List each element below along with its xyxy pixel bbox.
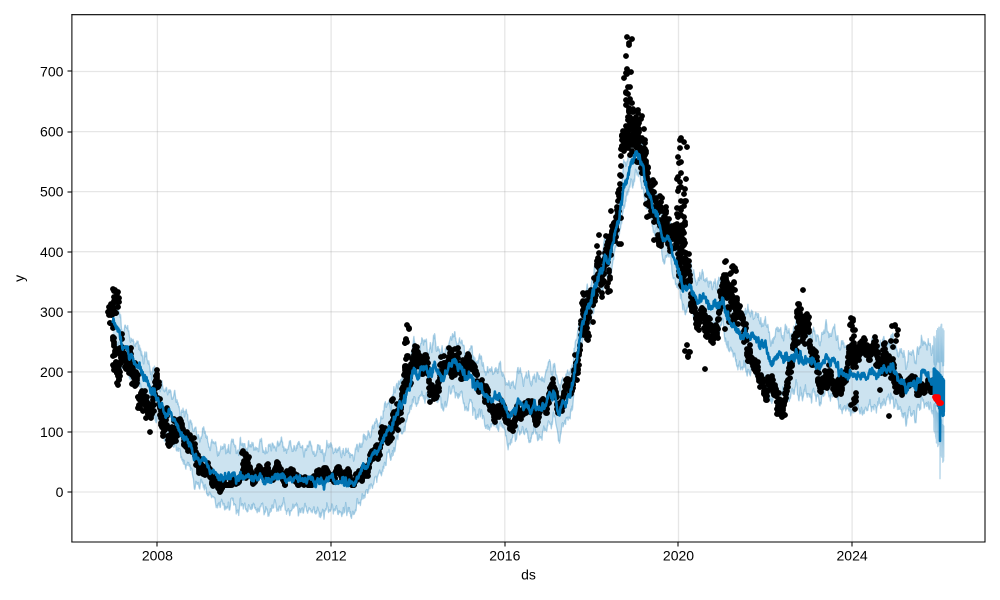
svg-text:600: 600 xyxy=(40,124,64,140)
svg-text:300: 300 xyxy=(40,304,64,320)
svg-text:200: 200 xyxy=(40,364,64,380)
svg-text:2024: 2024 xyxy=(837,548,868,564)
svg-text:y: y xyxy=(11,275,27,282)
svg-text:2016: 2016 xyxy=(489,548,520,564)
svg-text:500: 500 xyxy=(40,184,64,200)
svg-text:2020: 2020 xyxy=(663,548,694,564)
svg-text:2012: 2012 xyxy=(316,548,347,564)
svg-text:700: 700 xyxy=(40,64,64,80)
svg-text:ds: ds xyxy=(521,567,536,583)
svg-text:0: 0 xyxy=(56,484,64,500)
svg-text:400: 400 xyxy=(40,244,64,260)
svg-text:2008: 2008 xyxy=(142,548,173,564)
svg-text:100: 100 xyxy=(40,424,64,440)
